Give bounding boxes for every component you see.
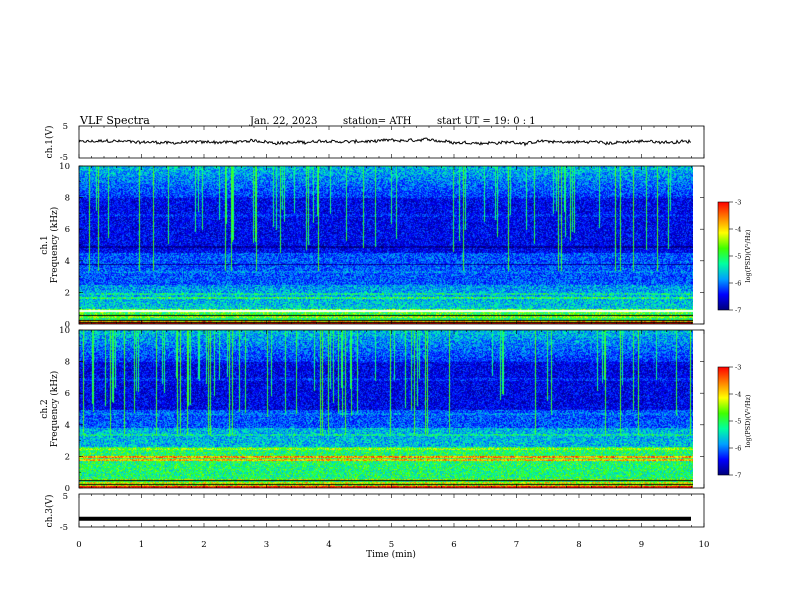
frequency-tick-label: 6 <box>65 389 70 399</box>
time-tick-label: 10 <box>699 540 710 550</box>
figure-title: VLF Spectra <box>79 114 150 127</box>
colorbar-tick-label: -7 <box>735 472 741 480</box>
ch1-spectrogram-yticks: 0 2 4 6 8 10 <box>59 162 704 330</box>
frequency-tick-label: 8 <box>65 194 70 204</box>
ch2-colorbar-label: log(PSD)(V²/Hz) <box>744 394 752 447</box>
ch1-ytick-bottom: -5 <box>60 153 68 163</box>
colorbar-tick-label: -6 <box>735 445 741 453</box>
ch3-waveform-ylabel: ch.3(V) <box>44 495 55 528</box>
time-tick-label: 5 <box>389 540 394 550</box>
time-axis-ticks: 0 1 2 3 4 5 6 7 8 9 10 <box>76 540 709 550</box>
header-date: Jan. 22, 2023 <box>249 116 317 127</box>
colorbar-tick-label: -3 <box>735 199 741 207</box>
time-tick-label: 7 <box>514 540 519 550</box>
frequency-tick-label: 6 <box>65 225 70 235</box>
frequency-tick-label: 8 <box>65 358 70 368</box>
time-tick-label: 1 <box>139 540 144 550</box>
ch2-spectrogram-panel: 0 2 4 6 8 10 ch.2 Frequency (kHz) log(PSD)(V²… <box>40 326 752 494</box>
header-start-time: start UT = 19: 0 : 1 <box>437 116 536 127</box>
ch2-spectrogram-image <box>79 330 693 488</box>
colorbar-tick-label: -7 <box>735 307 741 315</box>
ch2-colorbar: log(PSD)(V²/Hz) -3 -4 -5 -6 -7 <box>717 364 752 480</box>
colorbar-tick-label: -3 <box>735 364 741 372</box>
ch1-waveform-trace <box>78 137 692 147</box>
colorbar-tick-label: -5 <box>735 253 741 261</box>
frequency-tick-label: 10 <box>59 326 70 336</box>
frequency-tick-label: 2 <box>65 452 70 462</box>
time-tick-label: 6 <box>451 540 456 550</box>
ch1-colorbar-label: log(PSD)(V²/Hz) <box>744 229 752 282</box>
ch1-spectrogram-canvas <box>79 166 693 324</box>
frequency-tick-label: 2 <box>65 288 70 298</box>
ch3-ytick-bottom: -5 <box>60 523 68 533</box>
time-tick-label: 0 <box>76 540 81 550</box>
frequency-tick-label: 4 <box>65 257 70 267</box>
time-tick-label: 3 <box>264 540 269 550</box>
time-tick-label: 8 <box>576 540 581 550</box>
ch1-waveform-panel: 5 -5 ch.1(V) <box>44 122 705 163</box>
ch1-colorbar-gradient <box>717 201 730 311</box>
ch2-spectrogram-yticks: 0 2 4 6 8 10 <box>59 326 704 494</box>
ch3-waveform-ticks <box>78 494 705 527</box>
ch1-spectrogram-panel: 0 2 4 6 8 10 ch.1 Frequency (kHz) log(PSD)(V²… <box>40 162 752 330</box>
ch3-waveform-panel: 5 -5 ch.3(V) <box>44 492 705 533</box>
ch3-waveform-frame <box>78 493 705 528</box>
frequency-tick-label: 0 <box>65 320 70 330</box>
ch1-ytick-top: 5 <box>63 122 68 132</box>
ch3-ytick-top: 5 <box>63 492 68 502</box>
colorbar-tick-label: -6 <box>735 280 741 288</box>
ch1-colorbar: log(PSD)(V²/Hz) -3 -4 -5 -6 -7 <box>717 199 752 315</box>
ch2-colorbar-gradient <box>717 366 730 476</box>
ch2-spectrogram-ticks <box>78 330 705 488</box>
ch1-spectrogram-channel-label: ch.1 <box>40 235 50 254</box>
ch2-spectrogram-canvas <box>79 330 693 488</box>
ch1-spectrogram-ylabel: Frequency (kHz) <box>49 207 60 284</box>
time-tick-label: 4 <box>326 540 331 550</box>
ch1-waveform-ticks <box>78 126 705 158</box>
ch1-spectrogram-image <box>79 166 693 324</box>
colorbar-tick-label: -4 <box>735 391 741 399</box>
ch1-waveform-ylabel: ch.1(V) <box>44 126 55 159</box>
time-axis-label: Time (min) <box>366 549 416 560</box>
frequency-tick-label: 10 <box>59 162 70 172</box>
ch2-spectrogram-ylabel: Frequency (kHz) <box>49 371 60 448</box>
colorbar-tick-label: -4 <box>735 226 741 234</box>
frequency-tick-label: 0 <box>65 484 70 494</box>
time-tick-label: 9 <box>639 540 644 550</box>
ch2-spectrogram-channel-label: ch.2 <box>40 399 50 418</box>
colorbar-tick-label: -5 <box>735 418 741 426</box>
header-station: station= ATH <box>343 116 412 127</box>
frequency-tick-label: 4 <box>65 421 70 431</box>
ch1-spectrogram-ticks <box>78 166 705 324</box>
time-tick-label: 2 <box>201 540 206 550</box>
